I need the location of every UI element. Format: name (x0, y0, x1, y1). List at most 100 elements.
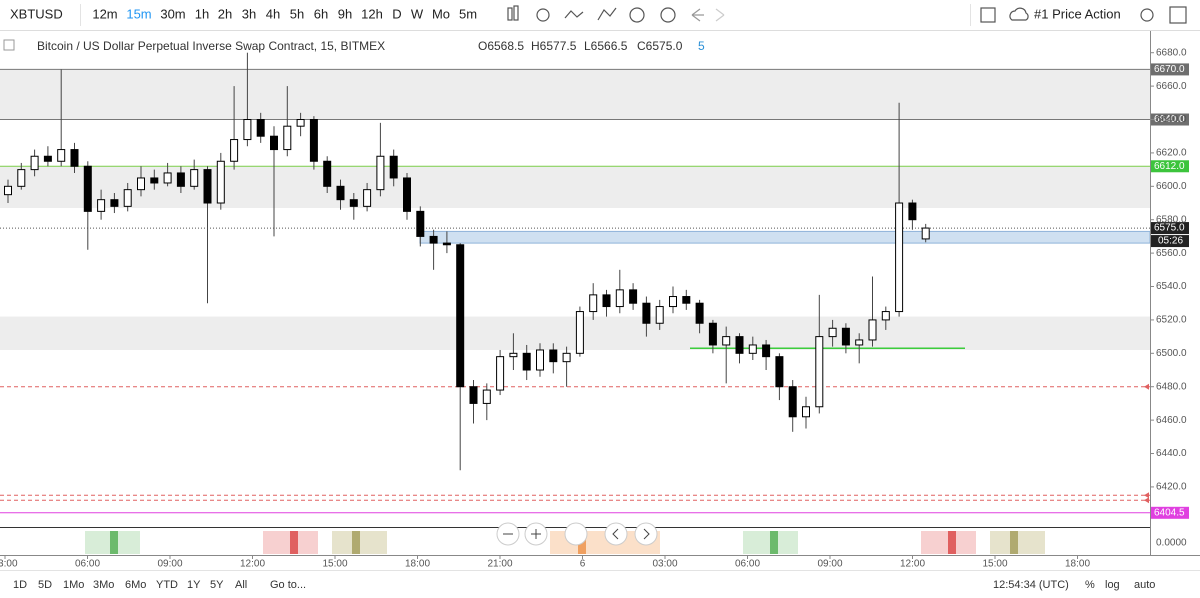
icon[interactable] (513, 5, 519, 21)
icon[interactable] (564, 10, 584, 19)
candle-body (442, 242, 451, 246)
scroll-right[interactable] (634, 522, 658, 546)
level-label: 6670.0 (1154, 64, 1185, 75)
icon[interactable] (507, 7, 513, 21)
candles (4, 52, 930, 471)
range-button[interactable]: 1D (13, 579, 27, 591)
price-axis: 6420.0 6440.0 6460.0 6480.0 6500.0 6520.0 6540… (1150, 47, 1187, 493)
scroll-left[interactable] (604, 522, 628, 546)
interval[interactable]: 12m (92, 6, 117, 21)
candle-body (549, 349, 558, 363)
icon[interactable] (715, 8, 725, 22)
interval[interactable]: D (392, 6, 401, 21)
candle-body (190, 169, 199, 187)
candle-body (110, 199, 119, 207)
candle-body (695, 302, 704, 324)
ohlc-value: L6566.5 (584, 39, 628, 53)
range-button[interactable]: 5D (38, 579, 52, 591)
candle-body (895, 202, 904, 313)
candle-body (536, 349, 544, 371)
candle-body (270, 135, 278, 151)
interval[interactable]: 2h (218, 6, 232, 21)
candle-body (908, 202, 917, 221)
x-tick-label: 12:00 (900, 559, 925, 570)
time-axis: 03:00 06:00 09:00 12:00 15:00 18:00 21:00 6 03:0… (0, 555, 1090, 570)
interval[interactable]: W (411, 6, 424, 21)
y-tick-label: 6500.0 (1156, 348, 1187, 359)
icon[interactable] (980, 7, 996, 23)
candle-body (762, 344, 771, 358)
interval[interactable]: 4h (266, 6, 280, 21)
reset[interactable] (564, 522, 588, 546)
candle-body (256, 119, 265, 137)
interval[interactable]: 3h (242, 6, 256, 21)
interval[interactable]: 9h (338, 6, 352, 21)
range-button[interactable]: 1Y (187, 579, 201, 591)
candle-body (868, 319, 877, 341)
x-tick-label: 06:00 (735, 559, 760, 570)
icon[interactable] (1140, 8, 1154, 22)
candle-body (509, 352, 518, 358)
ohlc-value: H6577.5 (531, 39, 577, 53)
icon[interactable] (1009, 7, 1029, 21)
interval[interactable]: 12h (361, 6, 383, 21)
clock: 12:54:34 (UTC) (993, 579, 1069, 591)
range-button[interactable]: 6Mo (125, 579, 146, 591)
candle-body (429, 235, 438, 244)
icon[interactable] (1169, 6, 1187, 24)
y-tick-label: 6540.0 (1156, 281, 1187, 292)
range-button[interactable]: 1Mo (63, 579, 84, 591)
interval[interactable]: Mo (432, 6, 450, 21)
level-label: 6640.0 (1154, 114, 1185, 125)
range-button[interactable]: 3Mo (93, 579, 114, 591)
icon[interactable] (691, 8, 704, 22)
icon[interactable] (536, 8, 550, 22)
candle-body (163, 172, 172, 184)
zone (0, 69, 1150, 120)
scale-option[interactable]: auto (1134, 579, 1155, 591)
scale-option[interactable]: log (1105, 579, 1120, 591)
icon[interactable] (597, 7, 617, 21)
candle-body (123, 189, 132, 207)
x-tick-label: 18:00 (1065, 559, 1090, 570)
legend-title: Bitcoin / US Dollar Perpetual Inverse Sw… (37, 39, 385, 53)
candle-body (416, 210, 425, 237)
candle-body (296, 119, 305, 127)
candle-body (815, 336, 824, 408)
interval[interactable]: 15m (126, 6, 151, 21)
x-tick-label: 09:00 (157, 559, 182, 570)
interval[interactable]: 5h (290, 6, 304, 21)
interval[interactable]: 30m (160, 6, 185, 21)
candle-body (722, 336, 731, 346)
candle-body (349, 199, 358, 207)
symbol[interactable]: XBTUSD (10, 6, 63, 21)
scale-option[interactable]: % (1085, 579, 1095, 591)
goto[interactable]: Go to... (270, 579, 306, 591)
candle-body (775, 356, 784, 388)
range-button[interactable]: All (235, 579, 247, 591)
zone (0, 166, 1150, 209)
zones (0, 69, 1151, 350)
icon[interactable] (660, 7, 676, 23)
candle-body (230, 139, 239, 162)
interval[interactable]: 1h (195, 6, 209, 21)
candle-body (655, 306, 664, 324)
level-label-box (1151, 113, 1189, 126)
x-tick-label: 15:00 (982, 559, 1007, 570)
collapse[interactable] (3, 39, 15, 51)
layout-name[interactable]: #1 Price Action (1034, 6, 1121, 21)
indicator-label-box (1151, 537, 1191, 549)
candle-body (615, 289, 624, 308)
level-label: 6575.0 (1154, 223, 1185, 234)
candle-body (176, 172, 185, 187)
scroll-buttons (496, 522, 658, 546)
ohlc-value: C6575.0 (637, 39, 683, 53)
interval[interactable]: 6h (314, 6, 328, 21)
interval[interactable]: 5m (459, 6, 477, 21)
icon[interactable] (629, 7, 645, 23)
candle-body (83, 165, 92, 212)
range-button[interactable]: 5Y (210, 579, 224, 591)
range-button[interactable]: YTD (156, 579, 178, 591)
indicator-count[interactable]: 5 (698, 39, 705, 53)
